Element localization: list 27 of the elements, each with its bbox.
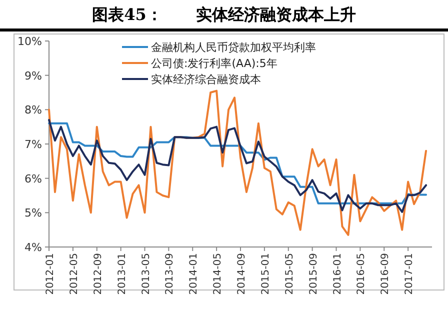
x-tick-label: 2013-05 — [140, 253, 152, 295]
x-tick-label: 2015-01 — [260, 253, 272, 295]
x-tick-label: 2012-09 — [92, 253, 104, 295]
y-tick-label: 10% — [18, 35, 42, 48]
chart-title: 图表45： 实体经济融资成本上升 — [92, 5, 356, 24]
x-tick-label: 2016-05 — [356, 253, 368, 295]
x-tick-label: 2012-05 — [68, 253, 80, 295]
x-tick-label: 2012-01 — [45, 253, 56, 295]
legend-label: 实体经济综合融资成本 — [151, 73, 261, 86]
x-tick-label: 2016-01 — [332, 253, 344, 295]
x-tick-label: 2015-09 — [308, 253, 320, 295]
y-tick-label: 6% — [24, 172, 42, 186]
x-tick-label: 2014-01 — [188, 253, 200, 295]
y-tick-label: 9% — [24, 69, 42, 82]
legend-label: 公司债:发行利率(AA):5年 — [151, 57, 278, 70]
x-tick-label: 2013-09 — [164, 253, 176, 295]
x-tick-label: 2013-01 — [116, 253, 128, 295]
y-tick-label: 5% — [24, 206, 42, 220]
x-tick-label: 2016-09 — [380, 253, 392, 295]
x-tick-label: 2017-01 — [404, 253, 416, 295]
x-tick-label: 2014-05 — [212, 253, 224, 295]
legend-label: 金融机构人民币贷款加权平均利率 — [151, 41, 316, 54]
x-tick-label: 2015-05 — [284, 253, 296, 295]
x-tick-label: 2014-09 — [236, 253, 248, 295]
y-tick-label: 7% — [24, 138, 42, 151]
y-tick-label: 4% — [24, 241, 42, 254]
y-tick-label: 8% — [24, 104, 42, 117]
